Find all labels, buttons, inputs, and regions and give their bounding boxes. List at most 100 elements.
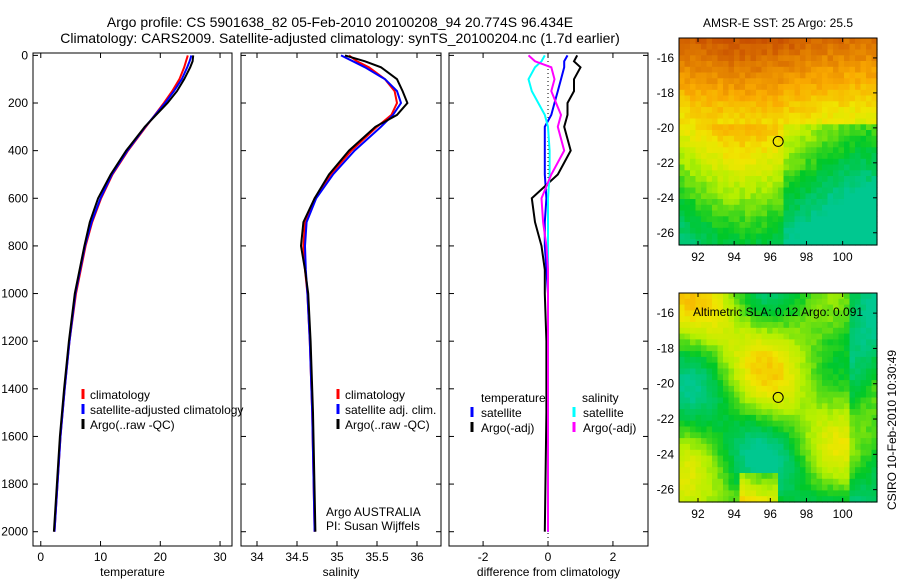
map-cell xyxy=(783,333,790,340)
map-cell xyxy=(794,316,801,323)
map-cell xyxy=(684,95,691,102)
map-cell xyxy=(794,89,801,97)
map-cell xyxy=(745,362,752,370)
map-cell xyxy=(745,112,752,120)
map-cell xyxy=(739,496,746,503)
map-cell xyxy=(816,304,823,311)
map-cell xyxy=(772,112,779,120)
map-cell xyxy=(794,55,801,62)
map-cell xyxy=(849,484,856,491)
map-cell xyxy=(712,426,719,433)
map-cell xyxy=(712,391,719,399)
map-cell xyxy=(822,101,829,108)
map-cell xyxy=(783,227,790,235)
map-cell xyxy=(855,49,862,56)
map-cell xyxy=(739,72,746,79)
map-cell xyxy=(783,170,790,177)
map-cell xyxy=(695,414,702,422)
map-cell xyxy=(756,351,763,358)
map-cell xyxy=(750,310,757,317)
map-cell xyxy=(789,181,796,189)
map-cell xyxy=(794,490,801,497)
map-cell xyxy=(712,130,719,137)
map-cell xyxy=(728,158,735,166)
map-cell xyxy=(794,66,801,74)
map-cell xyxy=(695,176,702,183)
map-cell xyxy=(844,141,851,148)
map-cell xyxy=(822,403,829,410)
map-cell xyxy=(750,368,757,375)
map-cell xyxy=(827,403,834,410)
map-cell xyxy=(756,432,763,439)
temperature-axes-box xyxy=(32,52,233,547)
map-cell xyxy=(844,362,851,370)
map-cell xyxy=(706,327,713,335)
map-cell xyxy=(712,153,719,160)
map-cell xyxy=(750,333,757,340)
map-cell xyxy=(701,176,708,183)
map-cell xyxy=(794,199,801,206)
map-cell xyxy=(717,310,724,317)
map-cell xyxy=(734,461,741,468)
map-cell xyxy=(794,304,801,311)
map-cell xyxy=(756,118,763,125)
map-cell xyxy=(794,130,801,137)
map-cell xyxy=(866,298,873,306)
map-cell xyxy=(816,391,823,399)
map-cell xyxy=(745,193,752,200)
map-cell xyxy=(783,345,790,352)
map-cell xyxy=(717,298,724,306)
map-cell xyxy=(739,449,746,457)
map-cell xyxy=(767,414,774,422)
map-cell xyxy=(734,362,741,370)
map-cell xyxy=(684,414,691,422)
map-cell xyxy=(838,204,845,212)
y-tick-label: 1800 xyxy=(1,477,28,491)
map-cell xyxy=(734,403,741,410)
map-cell xyxy=(794,135,801,143)
map-cell xyxy=(860,438,867,445)
map-cell xyxy=(805,135,812,143)
map-cell xyxy=(805,239,812,246)
map-cell xyxy=(805,467,812,474)
salinity-panel: 34 34.5 35 35.5 36salinityclimatologysatelli… xyxy=(240,52,442,579)
map-cell xyxy=(860,403,867,410)
map-cell xyxy=(811,351,818,358)
map-cell xyxy=(750,124,757,131)
y-tick-label: -16 xyxy=(657,306,675,320)
map-cell xyxy=(756,374,763,381)
map-cell xyxy=(690,455,697,462)
map-cell xyxy=(728,403,735,410)
map-cell xyxy=(778,374,785,381)
map-cell xyxy=(761,339,768,346)
y-tick-label: -26 xyxy=(657,483,675,497)
argo-annotation: Argo AUSTRALIA xyxy=(326,505,421,519)
map-cell xyxy=(833,66,840,74)
map-cell xyxy=(866,327,873,335)
map-cell xyxy=(827,345,834,352)
map-cell xyxy=(745,210,752,217)
map-cell xyxy=(767,170,774,177)
map-cell xyxy=(745,490,752,497)
map-cell xyxy=(860,304,867,311)
map-cell xyxy=(800,170,807,177)
map-cell xyxy=(789,101,796,108)
map-cell xyxy=(871,227,878,235)
map-cell xyxy=(783,89,790,97)
map-cell xyxy=(695,101,702,108)
map-cell xyxy=(800,432,807,439)
map-cell xyxy=(679,443,686,451)
map-cell xyxy=(778,345,785,352)
map-cell xyxy=(690,484,697,491)
map-cell xyxy=(739,66,746,74)
map-cell xyxy=(761,368,768,375)
map-cell xyxy=(701,89,708,97)
map-cell xyxy=(866,362,873,370)
map-cell xyxy=(679,107,686,114)
map-cell xyxy=(778,455,785,462)
map-cell xyxy=(772,147,779,154)
map-cell xyxy=(794,222,801,229)
map-cell xyxy=(805,409,812,416)
map-cell xyxy=(690,473,697,480)
map-cell xyxy=(695,124,702,131)
